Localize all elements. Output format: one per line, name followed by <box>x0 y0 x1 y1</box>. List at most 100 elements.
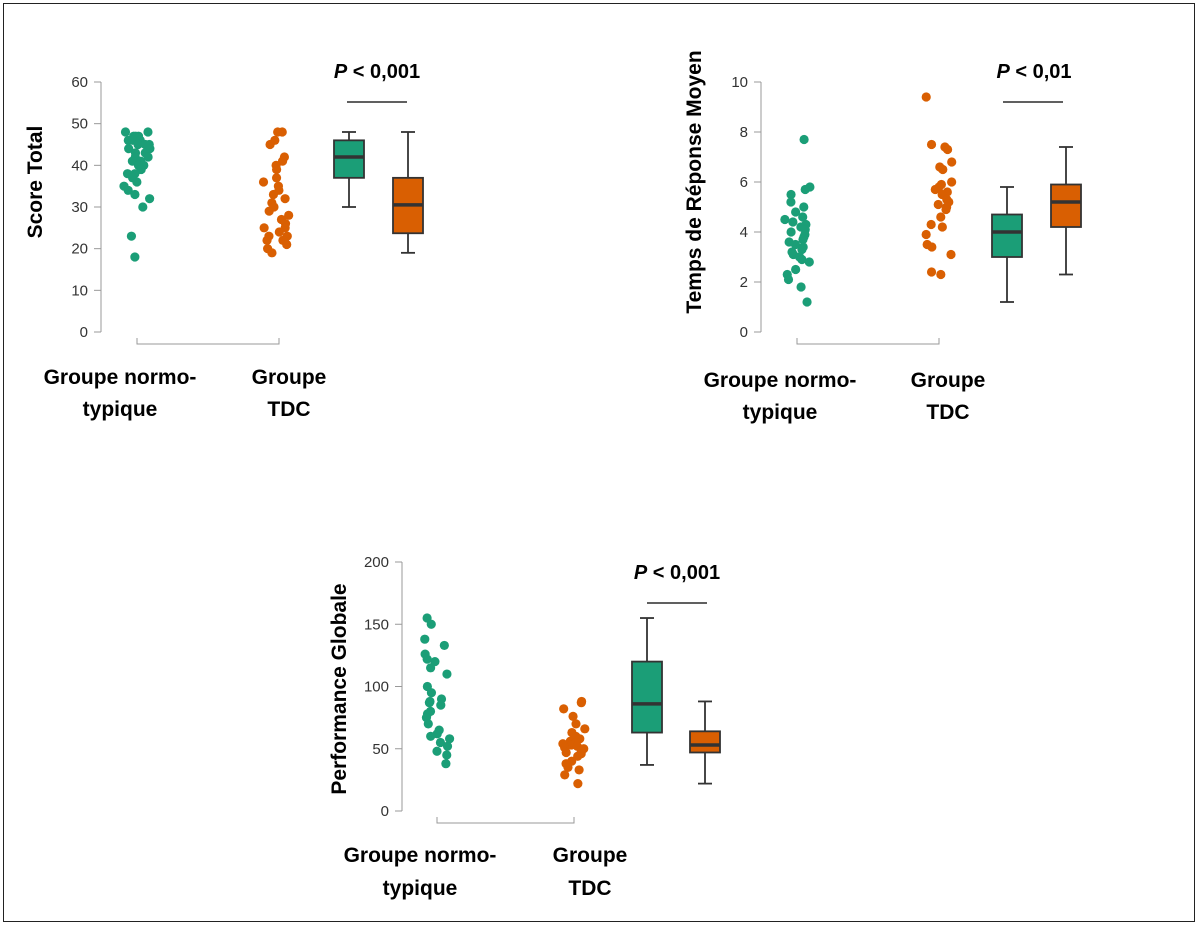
data-point-normo <box>426 663 436 673</box>
category-label: TDC <box>926 401 969 424</box>
y-tick-label: 60 <box>71 74 88 91</box>
data-point-normo <box>444 734 455 744</box>
p-value-symbol: P <box>634 562 648 584</box>
data-point-normo <box>804 257 814 267</box>
y-tick-label: 50 <box>71 116 88 133</box>
data-point-tdc <box>272 164 282 175</box>
data-point-normo <box>432 746 442 756</box>
data-point-tdc <box>265 139 275 150</box>
y-tick-label: 50 <box>372 741 389 758</box>
data-point-normo <box>424 698 434 708</box>
data-point-normo <box>436 700 446 710</box>
y-tick-label: 2 <box>740 274 748 291</box>
category-label: TDC <box>267 398 310 421</box>
y-tick-label: 100 <box>364 679 389 696</box>
y-tick-label: 0 <box>381 803 389 820</box>
data-point-tdc <box>921 229 931 240</box>
y-tick-label: 20 <box>71 241 88 258</box>
category-label: typique <box>83 398 158 421</box>
data-point-tdc <box>559 704 569 714</box>
data-point-normo <box>442 750 452 760</box>
y-axis-title: Temps de Réponse Moyen <box>683 50 706 313</box>
data-point-normo <box>126 231 137 241</box>
category-label: Groupe <box>553 844 628 867</box>
data-point-normo <box>426 688 437 698</box>
data-point-tdc <box>576 698 586 708</box>
x-axis-baseline <box>436 817 575 824</box>
data-point-normo <box>130 252 140 262</box>
y-tick-label: 30 <box>71 199 88 216</box>
y-tick-label: 0 <box>80 324 88 341</box>
category-label: Groupe <box>252 366 327 389</box>
data-point-normo <box>799 134 809 145</box>
p-value-symbol: P <box>334 61 348 83</box>
data-point-normo <box>790 239 801 250</box>
data-point-tdc <box>926 219 936 230</box>
data-point-tdc <box>573 779 583 789</box>
p-value-label: P < 0,01 <box>996 61 1071 83</box>
data-point-normo <box>441 759 451 769</box>
data-point-tdc <box>274 227 284 237</box>
data-point-normo <box>786 227 796 237</box>
data-point-normo <box>797 254 807 265</box>
x-axis-baseline <box>136 338 280 345</box>
data-point-tdc <box>561 747 571 758</box>
data-point-normo <box>426 731 436 741</box>
data-point-tdc <box>282 239 292 250</box>
y-tick-label: 0 <box>740 324 748 341</box>
data-point-normo <box>133 139 143 150</box>
y-axis-title: Performance Globale <box>328 583 351 794</box>
data-point-tdc <box>563 762 573 773</box>
data-point-normo <box>802 297 812 307</box>
data-point-normo <box>143 152 153 162</box>
data-point-tdc <box>936 212 946 222</box>
data-point-normo <box>800 184 810 195</box>
data-point-normo <box>780 214 790 225</box>
y-tick-label: 8 <box>740 124 748 141</box>
data-point-tdc <box>271 173 282 183</box>
data-point-normo <box>439 640 449 651</box>
data-point-normo <box>120 127 131 137</box>
category-label: Groupe normo- <box>704 369 857 392</box>
data-point-normo <box>788 217 798 227</box>
data-point-tdc <box>568 711 578 721</box>
category-label: Groupe <box>911 369 986 392</box>
data-point-tdc <box>560 770 570 780</box>
chart-panel-3: 0 50 100 150 200 Performance Globale Groupe no… <box>328 554 721 900</box>
data-point-normo <box>435 737 446 748</box>
category-label: Groupe normo- <box>344 844 497 867</box>
data-point-tdc <box>933 199 943 210</box>
data-point-normo <box>132 177 142 187</box>
y-tick-label: 200 <box>364 554 389 571</box>
category-label: TDC <box>568 877 611 900</box>
data-point-tdc <box>280 194 290 204</box>
data-point-tdc <box>927 242 937 252</box>
data-point-tdc <box>258 177 269 187</box>
box-normo <box>631 660 663 734</box>
category-label: Groupe normo- <box>44 366 197 389</box>
data-point-tdc <box>573 751 583 761</box>
p-value-label: P < 0,001 <box>634 562 720 584</box>
data-point-normo <box>130 189 140 200</box>
data-point-tdc <box>580 724 590 734</box>
category-label: typique <box>383 877 458 900</box>
data-point-tdc <box>574 765 584 775</box>
data-point-tdc <box>264 206 274 216</box>
data-point-tdc <box>947 177 957 187</box>
data-point-normo <box>422 654 432 664</box>
p-value-text: < 0,01 <box>1010 61 1072 83</box>
data-point-normo <box>797 244 807 255</box>
data-point-normo <box>798 234 808 245</box>
data-point-tdc <box>942 144 953 155</box>
data-point-tdc <box>930 184 940 195</box>
data-point-tdc <box>941 204 951 215</box>
y-axis-title: Score Total <box>24 126 47 239</box>
data-point-normo <box>791 264 801 275</box>
data-point-tdc <box>267 248 277 258</box>
data-point-normo <box>798 212 808 222</box>
data-point-tdc <box>921 92 931 102</box>
data-point-normo <box>799 202 809 212</box>
data-point-normo <box>442 741 453 751</box>
data-point-tdc <box>284 210 294 220</box>
